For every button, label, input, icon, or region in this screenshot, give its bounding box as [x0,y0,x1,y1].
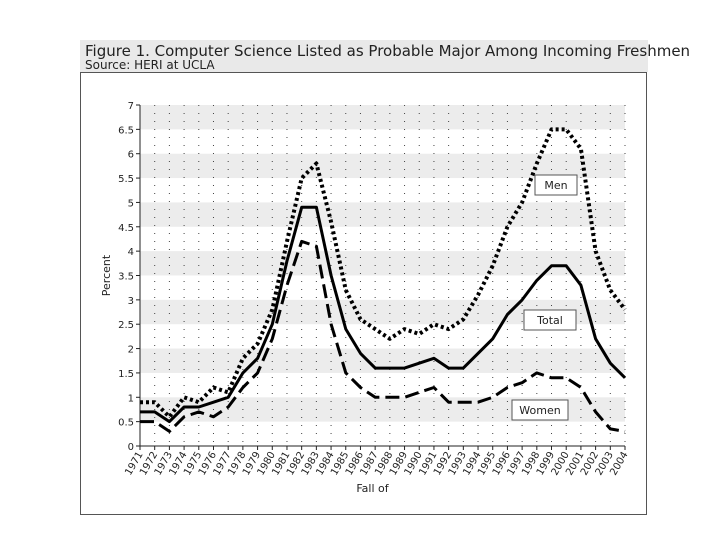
y-tick-label: 0.5 [118,418,134,429]
grid-band [140,202,625,227]
x-axis-label: Fall of [356,482,389,495]
y-tick-label: 3.5 [118,272,134,283]
y-tick-label: 4.5 [118,223,134,234]
y-tick-label: 6.5 [118,125,134,136]
y-axis-label: Percent [100,254,113,296]
title-band [80,40,648,72]
series-line-women [140,239,626,433]
annotation-box [534,174,578,196]
y-tick-label: 6 [128,150,134,161]
series-line-men [140,127,627,419]
chart-frame [80,72,647,515]
chart-subtitle: Source: HERI at UCLA [85,58,215,72]
annotation-label-men: Men [544,179,567,192]
series-line-total [140,205,627,424]
y-tick-label: 5.5 [118,174,134,185]
annotation-box [511,399,569,421]
y-tick-label: 2.5 [118,320,134,331]
y-tick-label: 5 [128,198,134,209]
y-tick-label: 3 [128,296,134,307]
y-tick-label: 4 [128,247,134,258]
y-tick-label: 0 [128,442,134,453]
grid-band [140,251,625,276]
chart-title: Figure 1. Computer Science Listed as Pro… [85,42,691,60]
annotation-label-total: Total [536,314,563,327]
y-tick-label: 7 [128,101,134,112]
annotation-box [523,309,577,331]
y-tick-label: 1 [128,393,134,404]
y-tick-label: 2 [128,345,134,356]
annotation-label-women: Women [519,404,560,417]
grid-band [140,153,625,179]
y-tick-label: 1.5 [118,369,134,380]
grid-band [140,105,625,130]
